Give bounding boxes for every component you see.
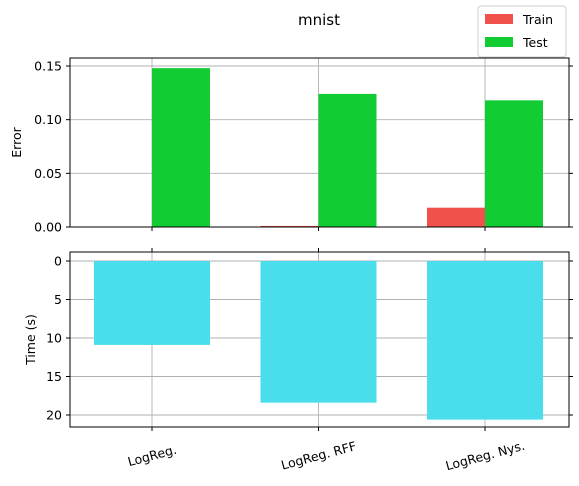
top-bars: [152, 68, 543, 227]
top-ticks: 0.00 0.05 0.10 0.15: [34, 59, 573, 235]
top-y-axis-label: Error: [9, 126, 24, 157]
bottom-bars: [94, 261, 543, 420]
top-plot: 0.00 0.05 0.10 0.15 Error: [9, 57, 573, 235]
bottom-plot-frame: [69, 251, 570, 428]
category-label: LogReg. RFF: [279, 438, 357, 472]
top-y-tick-label: 0.10: [34, 112, 62, 127]
top-y-tick-label: 0.00: [34, 220, 62, 235]
top-bar-test: [152, 68, 210, 227]
legend-label-test: Test: [522, 35, 548, 50]
bottom-y-tick-label: 15: [46, 369, 62, 384]
bottom-bar-time: [94, 261, 210, 345]
top-bar-test: [318, 93, 377, 227]
category-labels: LogReg. LogReg. RFF LogReg. Nys.: [126, 438, 526, 474]
chart-title: mnist: [298, 11, 340, 29]
top-bar-train: [260, 225, 319, 227]
top-plot-frame: [69, 57, 570, 228]
bottom-y-tick-label: 20: [46, 408, 62, 423]
top-y-tick-label: 0.15: [34, 59, 62, 74]
bottom-bar-time: [427, 261, 543, 420]
bottom-ticks: 0 5 10 15 20: [46, 248, 573, 431]
top-bar-train: [427, 207, 485, 227]
bottom-y-axis-label: Time (s): [23, 314, 38, 366]
legend: Train Test: [477, 5, 567, 58]
bottom-bar-time: [260, 261, 377, 403]
bottom-y-tick-label: 5: [54, 292, 62, 307]
legend-label-train: Train: [522, 12, 553, 27]
top-bar-test: [485, 100, 543, 227]
category-label: LogReg. Nys.: [444, 438, 526, 474]
top-y-tick-label: 0.05: [34, 166, 62, 181]
bottom-y-tick-label: 0: [54, 254, 62, 269]
legend-swatch-test: [485, 37, 513, 47]
category-label: LogReg.: [126, 442, 178, 469]
legend-swatch-train: [485, 14, 513, 24]
bottom-y-tick-label: 10: [46, 331, 62, 346]
